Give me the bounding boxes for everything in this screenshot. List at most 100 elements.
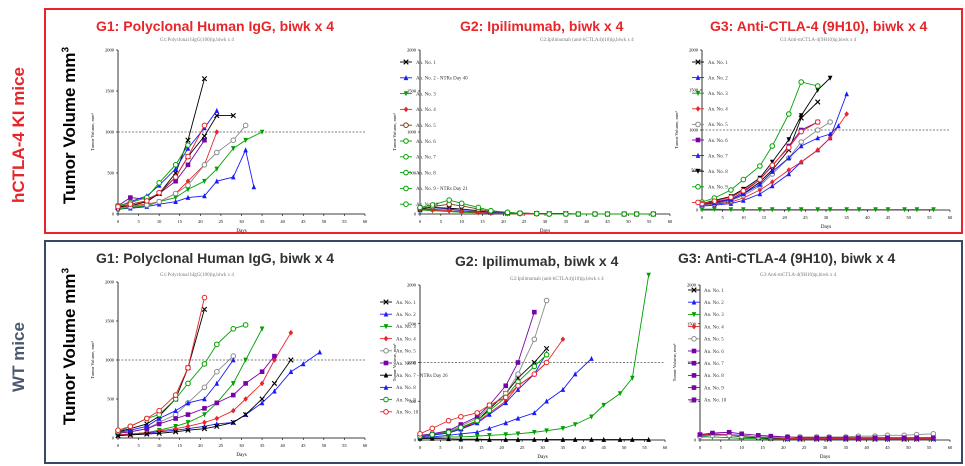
- wt-g1-series-5-point: [202, 406, 207, 411]
- wt-g1-ytick-label: 1000: [105, 358, 115, 363]
- wt-g2-series-9-point: [429, 425, 436, 432]
- ki-g3-series-6-point: [786, 155, 792, 161]
- wt-g1-xtick-label: 30: [239, 443, 244, 448]
- ki-g1-ghost-title: G1:Polyclonal hIgG(100)ip,biwk x 4: [160, 38, 234, 43]
- wt-g2-series-2-point: [532, 429, 537, 436]
- ki-g2-xtick-label: 5: [440, 219, 443, 224]
- ki-g1-xtick-label: 60: [363, 219, 368, 224]
- ki-g3-series-6-point: [815, 135, 821, 141]
- wt-g2-series-7-line: [419, 352, 547, 438]
- wt-g1-series-3-point: [259, 380, 265, 387]
- wt-g1-series-8-line: [117, 324, 246, 433]
- ki-row-frame: [44, 8, 963, 234]
- wt-g2-series-4-point: [543, 297, 550, 304]
- wt-g1-series-3-point: [243, 396, 248, 402]
- ki-g2-series-5-point: [533, 210, 540, 217]
- wt-g3-legend-marker: [691, 360, 697, 366]
- wt-g3-series-5-point: [768, 433, 774, 439]
- wt-g3-xtick-label: 45: [885, 445, 890, 450]
- wt-g2-series-5-point: [515, 360, 521, 365]
- ki-g2-series-5-point: [488, 207, 494, 214]
- ki-g1-series-8-point: [156, 180, 162, 186]
- wt-g3-xtick-label: 30: [823, 445, 828, 450]
- wt-g1-xlabel: Days: [236, 453, 246, 458]
- ki-g3-chart: G3:Anti-mCTLA-4(9H10)ip,biwk x 4 0 5 10 15 20…: [674, 18, 953, 230]
- wt-g1-series-2-point: [243, 357, 248, 363]
- wt-g3-xtick-label: 15: [760, 445, 765, 450]
- ki-g2-xtick-label: 35: [564, 219, 569, 224]
- ki-g2-ytick-label: 1000: [407, 130, 417, 135]
- wt-g1-series-7-point: [214, 423, 220, 429]
- ki-g3-title: G3: Anti-CTLA-4 (9H10), biwk x 4: [710, 18, 928, 34]
- wt-g1-ytick-label: 2000: [105, 280, 115, 285]
- ki-g1-ytick-label: 1000: [105, 130, 115, 135]
- wt-g1-series-7-point: [242, 411, 249, 418]
- ki-g3-legend-label: An. No. 10: [708, 201, 731, 206]
- wt-g3-series-5-point: [931, 435, 936, 440]
- wt-g3-legend-marker: [691, 385, 697, 390]
- ki-g2-series-5-point: [458, 200, 465, 207]
- wt-g2-xtick-label: 55: [642, 445, 647, 450]
- wt-g2-series-6-point: [458, 436, 464, 442]
- wt-g2-xtick-label: 5: [439, 445, 442, 450]
- wt-g2-series-8-point: [474, 417, 480, 424]
- ki-g3-xtick-label: 40: [865, 215, 870, 220]
- wt-g1-series-9-point: [172, 392, 179, 398]
- wt-row-frame: [44, 240, 963, 464]
- ki-g3-series-6-point: [769, 168, 775, 174]
- ki-g3-series-3-point: [827, 135, 833, 141]
- wt-g2-legend-label: An. No. 6: [396, 362, 416, 367]
- ki-g1-series-6-point: [173, 166, 178, 172]
- ki-g3-series-2-point: [741, 207, 746, 213]
- wt-g3-legend-marker: [691, 336, 697, 342]
- ki-g1-series-9-point: [127, 201, 134, 207]
- wt-g3-legend-label: An. No. 2: [704, 301, 724, 306]
- ki-g3-series-2-point: [856, 207, 862, 213]
- ki-g2-ytick-label: 2000: [407, 48, 417, 53]
- ki-g2-series-5-point: [475, 204, 482, 211]
- wt-g1-xtick-label: 60: [363, 443, 368, 448]
- ki-g1-series-6-point: [214, 107, 220, 113]
- ki-g2-legend-label: An. No. 2 - NTRs Day 40: [416, 77, 468, 82]
- ki-g3-legend-marker: [695, 121, 701, 128]
- wt-g2-series-6-point: [515, 436, 521, 442]
- ki-g2-legend-label: An. No. 6: [416, 140, 436, 145]
- wt-g1-xtick-label: 0: [117, 443, 120, 448]
- ki-g3-series-2-point: [699, 206, 705, 212]
- wt-g2-ytick-label: 0: [414, 438, 417, 443]
- ki-g3-ytick-label: 500: [691, 168, 699, 173]
- wt-g2-series-8-point: [445, 429, 452, 436]
- wt-g3-ylabel: Tumor Volume, mm³: [672, 343, 678, 381]
- wt-g1-xtick-label: 10: [157, 443, 162, 448]
- wt-g2-legend-marker: [383, 409, 389, 415]
- wt-g2-legend-label: An. No. 7 - NTRs Day 26: [396, 374, 448, 379]
- ki-g2-series-5-point: [546, 211, 552, 217]
- ki-g1-xtick-label: 15: [178, 219, 183, 224]
- wt-g2-series-2-point: [515, 431, 521, 437]
- ki-g1-series-1-point: [185, 194, 191, 200]
- wt-g2-legend-label: An. No. 10: [396, 411, 419, 416]
- ki-g3-series-6-point: [827, 131, 833, 137]
- wt-g2-legend-marker: [383, 372, 389, 378]
- ki-g1-ytick-label: 2000: [105, 48, 115, 53]
- wt-g1-series-6-point: [156, 415, 162, 421]
- ki-g2-legend-marker: [403, 106, 409, 113]
- ki-g1-series-1-point: [173, 198, 178, 204]
- wt-g2-xlabel: Days: [537, 455, 547, 460]
- ki-g1-series-5-point: [128, 195, 133, 200]
- ki-g3-series-1-point: [757, 191, 763, 197]
- wt-g2-legend-label: An. No. 3: [396, 325, 416, 330]
- wt-g2-ghost-title: G2:Ipilimumab (anti-hCTLA4)(10)ip,biwk x…: [510, 277, 604, 282]
- wt-g1-series-6-point: [202, 396, 207, 402]
- ki-g2-series-5-point: [504, 209, 511, 216]
- wt-g1-series-5-point: [156, 421, 162, 427]
- ki-g2-series-5-point: [621, 211, 627, 217]
- ki-g3-xtick-label: 30: [824, 215, 829, 220]
- wt-g1-ghost-title: G1:Polyclonal hIgG(100)ip,biwk x 4: [160, 273, 234, 278]
- wt-g2-series-8-point: [429, 431, 436, 438]
- ki-g1-series-9-point: [144, 198, 150, 204]
- wt-g3-xtick-label: 5: [720, 445, 723, 450]
- ki-g1-ylabel: Tumor Volume, mm³: [90, 113, 96, 151]
- wt-g1-ytick-label: 1500: [105, 319, 115, 324]
- wt-g2-chart: G2:Ipilimumab (anti-hCTLA4)(10)ip,biwk x…: [380, 253, 668, 460]
